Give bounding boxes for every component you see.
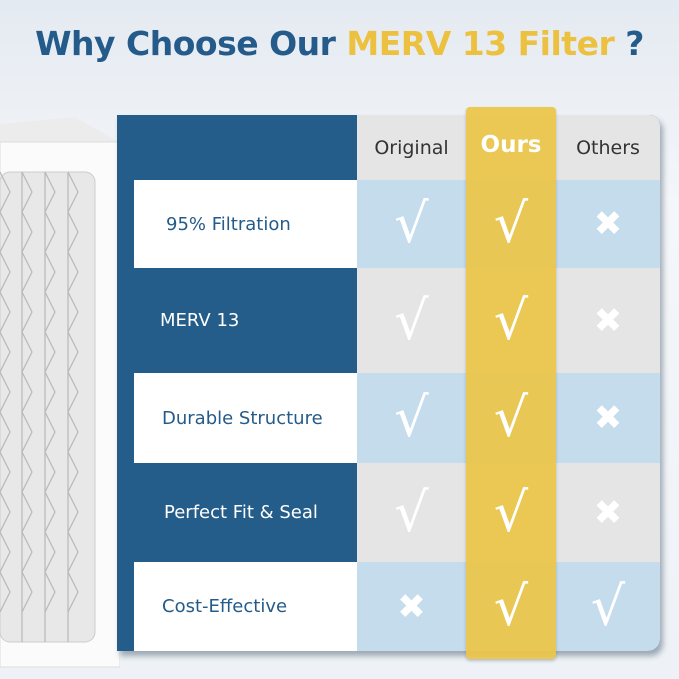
check-icon: √ — [493, 288, 529, 352]
cross-icon: ✖ — [593, 204, 623, 244]
row-label: 95% Filtration — [134, 180, 357, 268]
check-icon: √ — [394, 386, 429, 449]
check-icon: √ — [394, 288, 429, 352]
air-filter-image — [0, 117, 120, 668]
page-title: Why Choose Our MERV 13 Filter ? — [0, 24, 679, 63]
check-icon: √ — [493, 386, 529, 449]
cross-icon: ✖ — [397, 586, 426, 627]
cross-icon: ✖ — [593, 492, 623, 533]
check-icon: √ — [394, 192, 429, 255]
row-label: Durable Structure — [134, 373, 357, 463]
check-icon: √ — [493, 192, 529, 255]
check-icon: √ — [493, 574, 529, 638]
cross-icon: ✖ — [593, 398, 623, 438]
ours-column-highlight — [466, 107, 556, 659]
check-icon: √ — [394, 480, 429, 544]
column-header-original: Original — [374, 136, 449, 159]
title-suffix: ? — [614, 24, 644, 63]
row-label: Perfect Fit & Seal — [164, 502, 318, 523]
title-highlight: MERV 13 Filter — [346, 24, 615, 63]
row-label: MERV 13 — [160, 310, 240, 331]
row-label: Cost-Effective — [134, 562, 357, 651]
column-header-others: Others — [576, 136, 640, 159]
column-header-ours: Ours — [480, 132, 542, 158]
check-icon: √ — [590, 574, 626, 638]
cross-icon: ✖ — [593, 300, 623, 341]
title-prefix: Why Choose Our — [35, 24, 347, 63]
check-icon: √ — [493, 480, 529, 544]
